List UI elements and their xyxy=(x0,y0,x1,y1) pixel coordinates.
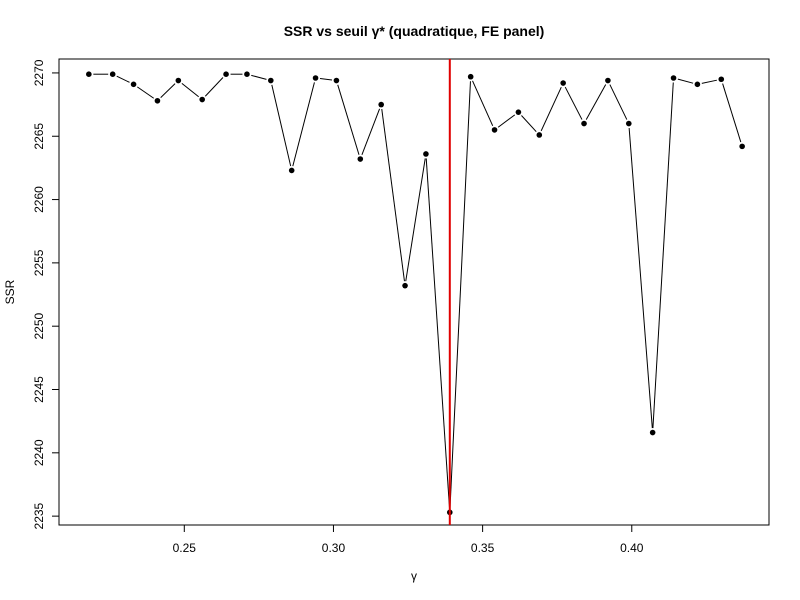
series-segment xyxy=(521,115,537,132)
series-segment xyxy=(449,81,471,508)
data-point xyxy=(357,156,364,162)
y-tick-label: 2235 xyxy=(32,502,46,529)
chart-title: SSR vs seuil γ* (quadratique, FE panel) xyxy=(284,23,545,39)
data-point xyxy=(199,96,205,103)
x-tick-label: 0.25 xyxy=(173,541,197,555)
series-segment xyxy=(564,86,583,120)
series-segment xyxy=(271,84,292,167)
data-point xyxy=(515,109,522,115)
y-tick-label: 2265 xyxy=(32,123,46,150)
series-segment xyxy=(319,78,333,81)
data-point xyxy=(223,71,229,77)
data-point xyxy=(605,77,611,84)
data-point xyxy=(175,77,182,84)
data-point xyxy=(491,127,498,133)
series-segment xyxy=(381,108,405,282)
data-point xyxy=(423,151,429,157)
y-axis: 2235 2240 2245 2250 2255 2260 2265 2270 xyxy=(32,59,59,529)
series-segment xyxy=(204,77,224,97)
series-segment xyxy=(425,158,450,508)
x-tick-label: 0.40 xyxy=(620,541,644,555)
data-point xyxy=(109,71,116,77)
data-point xyxy=(288,167,295,174)
data-point xyxy=(536,132,543,138)
series-segment xyxy=(585,84,607,120)
series-segment xyxy=(160,83,176,99)
x-axis-label: γ xyxy=(411,569,417,583)
y-tick-label: 2270 xyxy=(32,59,46,86)
series-segment xyxy=(701,79,717,84)
series-segment xyxy=(361,108,381,156)
data-point xyxy=(378,101,384,108)
data-point xyxy=(333,77,340,84)
series-segment xyxy=(722,83,742,143)
series-segment xyxy=(540,86,562,132)
y-tick-label: 2245 xyxy=(32,376,46,403)
data-point xyxy=(625,120,632,127)
data-point xyxy=(739,143,745,150)
y-axis-label: SSR xyxy=(3,279,17,304)
series-segment xyxy=(628,128,653,429)
x-axis: 0.25 0.30 0.35 0.40 xyxy=(173,525,644,555)
series-segment xyxy=(251,74,267,80)
data-point xyxy=(402,282,408,289)
data-point xyxy=(560,80,566,86)
series-segment xyxy=(497,114,516,128)
series-segment xyxy=(652,82,674,429)
series-segment xyxy=(337,84,360,155)
series-segment xyxy=(609,84,628,120)
y-tick-label: 2260 xyxy=(32,186,46,213)
data-point xyxy=(130,81,137,88)
y-tick-label: 2250 xyxy=(32,313,46,340)
data-point xyxy=(312,75,319,81)
data-point xyxy=(86,71,92,77)
y-tick-label: 2240 xyxy=(32,439,46,466)
data-point xyxy=(268,77,274,84)
y-tick-label: 2255 xyxy=(32,249,46,276)
x-tick-label: 0.35 xyxy=(471,541,495,555)
series-segment xyxy=(181,82,199,98)
x-tick-label: 0.30 xyxy=(322,541,346,555)
series-layer xyxy=(86,71,745,516)
data-point xyxy=(581,120,587,127)
data-point xyxy=(467,73,474,80)
series-segment xyxy=(677,78,694,84)
data-point xyxy=(154,97,161,104)
data-point xyxy=(670,75,677,81)
series-segment xyxy=(137,86,155,99)
series-segment xyxy=(472,80,494,127)
series-segment xyxy=(116,75,130,83)
data-point xyxy=(694,81,701,88)
plot-frame xyxy=(58,58,770,526)
data-point xyxy=(244,71,250,77)
series-segment xyxy=(405,158,426,282)
series-segment xyxy=(292,82,315,167)
data-point xyxy=(718,76,725,83)
data-point xyxy=(649,429,656,436)
